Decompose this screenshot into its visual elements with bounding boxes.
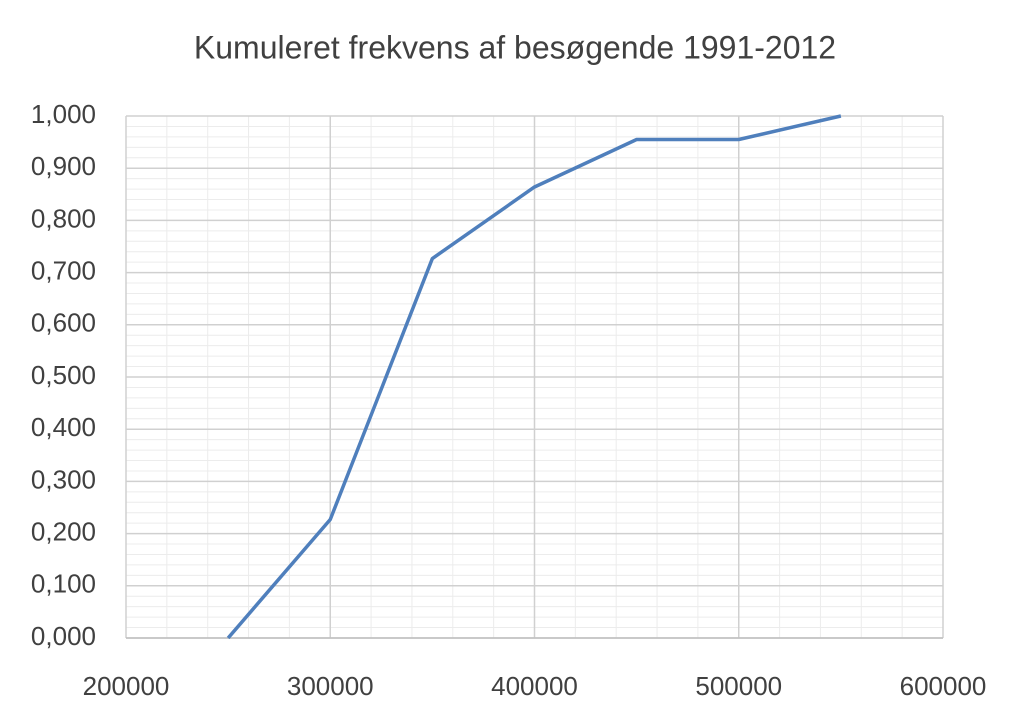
y-tick-label: 0,700 xyxy=(31,255,96,285)
y-tick-label: 0,300 xyxy=(31,464,96,494)
x-tick-label: 600000 xyxy=(900,671,987,701)
x-tick-label: 400000 xyxy=(491,671,578,701)
y-tick-label: 0,800 xyxy=(31,203,96,233)
x-tick-label: 200000 xyxy=(83,671,170,701)
line-series xyxy=(226,114,842,640)
chart-title: Kumuleret frekvens af besøgende 1991-201… xyxy=(194,29,836,65)
y-tick-label: 0,400 xyxy=(31,412,96,442)
x-tick-label: 500000 xyxy=(695,671,782,701)
y-tick-label: 0,900 xyxy=(31,151,96,181)
y-tick-label: 0,200 xyxy=(31,516,96,546)
y-tick-label: 0,500 xyxy=(31,360,96,390)
y-tick-label: 0,600 xyxy=(31,308,96,338)
y-tick-label: 0,000 xyxy=(31,621,96,651)
x-tick-label: 300000 xyxy=(287,671,374,701)
y-tick-label: 0,100 xyxy=(31,569,96,599)
y-tick-label: 1,000 xyxy=(31,99,96,129)
